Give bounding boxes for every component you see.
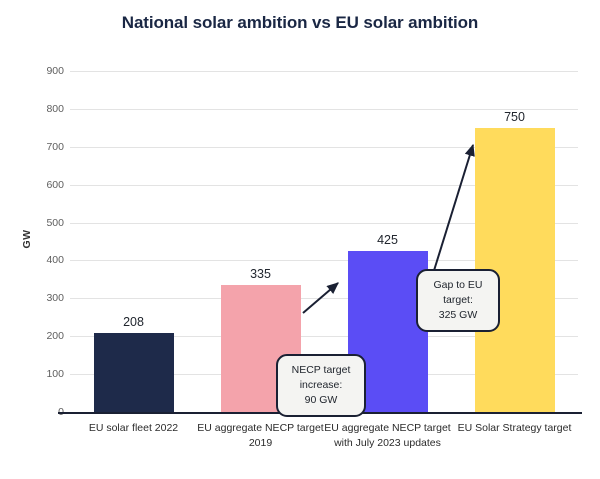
y-axis-tick-label: 400 [46,254,64,267]
y-axis-tick-label: 900 [46,65,64,77]
y-axis-tick-labels: 0100200300400500600700800900 [20,0,64,479]
bar-value-label: 425 [377,232,398,247]
gridline [70,108,578,110]
gridline [70,222,578,224]
y-axis-tick-label: 200 [46,330,64,343]
annotation-callout-necp-increase: NECP target increase: 90 GW [276,354,366,417]
x-axis-category-label: EU Solar Strategy target [457,422,572,434]
y-axis-tick-label: 300 [46,292,64,305]
gridline [70,260,578,262]
y-axis-tick-label: 700 [46,140,64,153]
bar-value-label: 750 [504,109,525,124]
bar-value-label: 335 [250,267,271,282]
y-axis-tick-label: 600 [46,178,64,191]
gridline [70,146,578,148]
y-axis-tick-label: 500 [46,216,64,229]
x-axis-category-label: EU aggregate NECP target 2019 [197,422,324,449]
bar[interactable] [93,333,174,412]
y-axis-tick-label: 800 [46,102,64,115]
bar-value-label: 208 [123,315,144,330]
gridline [70,184,578,186]
x-axis-category-label: EU solar fleet 2022 [88,422,179,434]
y-axis-tick-label: 100 [46,368,64,381]
gridline [70,71,578,72]
x-axis-category-label: EU aggregate NECP target with July 2023 … [324,422,451,449]
plot-area [70,71,578,412]
chart-title: National solar ambition vs EU solar ambi… [121,13,479,32]
y-axis-title: GW [21,229,33,249]
gridline [70,336,578,338]
annotation-callout-gap-to-eu-target: Gap to EU target: 325 GW [416,269,500,332]
